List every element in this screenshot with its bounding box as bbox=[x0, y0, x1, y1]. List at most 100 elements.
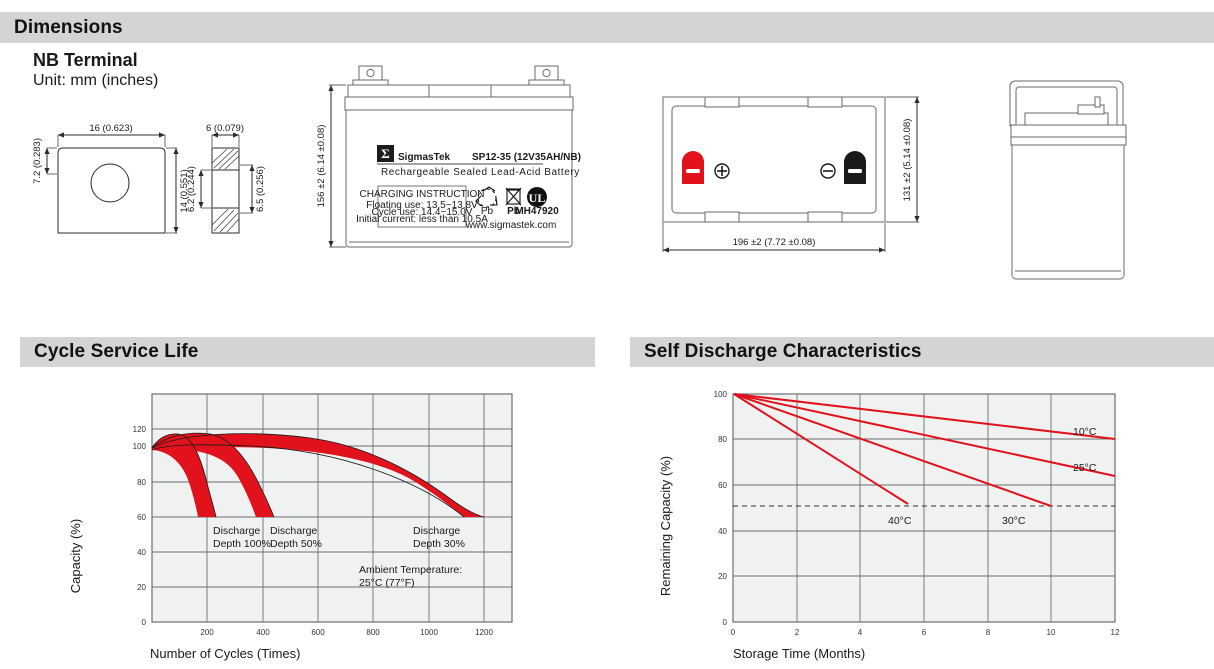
band-depth-100 bbox=[152, 433, 216, 517]
cycle-ambient-temp-line2: 25°C (77°F) bbox=[359, 577, 415, 589]
svg-text:40: 40 bbox=[137, 548, 146, 557]
unit-note: Unit: mm (inches) bbox=[33, 72, 159, 89]
self-discharge-chart: 10°C 25°C 30°C 40°C 100 80 60 40 20 0 0 2 4 6 8… bbox=[658, 390, 1120, 661]
svg-text:20: 20 bbox=[718, 572, 727, 581]
svg-text:0: 0 bbox=[142, 618, 147, 627]
self-label-10c: 10°C bbox=[1073, 426, 1097, 438]
terminal-side-outline bbox=[211, 147, 240, 234]
battery-label: Σ SigmasTek SP12-35 (12V35AH/NB) Recharg… bbox=[356, 145, 581, 231]
svg-text:Σ: Σ bbox=[381, 146, 390, 161]
svg-text:20: 20 bbox=[137, 583, 146, 592]
terminal-detail-drawing: 16 (0.623) 7.2 (0.283) 14 (0.551) 6 (0.0… bbox=[32, 123, 266, 234]
cycle-ambient-temp-line1: Ambient Temperature: bbox=[359, 564, 462, 576]
svg-text:120: 120 bbox=[133, 425, 147, 434]
wheelie-bin-label: Pb bbox=[507, 206, 520, 217]
cycle-x-axis-label: Number of Cycles (Times) bbox=[150, 646, 300, 661]
svg-text:80: 80 bbox=[718, 435, 727, 444]
section-title-dimensions: Dimensions bbox=[14, 16, 123, 38]
charging-instruction-title: CHARGING INSTRUCTION bbox=[360, 189, 485, 200]
side-case bbox=[1011, 144, 1125, 280]
section-title-self-discharge: Self Discharge Characteristics bbox=[644, 341, 922, 362]
svg-text:600: 600 bbox=[311, 628, 325, 637]
positive-polarity-icon bbox=[714, 163, 730, 179]
battery-front-elevation: Σ SigmasTek SP12-35 (12V35AH/NB) Recharg… bbox=[316, 65, 581, 248]
battery-top-cover bbox=[347, 84, 571, 98]
battery-website: www.sigmastek.com bbox=[465, 220, 557, 231]
self-discharge-curves bbox=[733, 393, 1116, 507]
negative-polarity-icon bbox=[820, 163, 836, 179]
battery-type-line: Rechargeable Sealed Lead-Acid Battery bbox=[381, 167, 580, 178]
svg-text:100: 100 bbox=[133, 442, 147, 451]
battery-collar bbox=[344, 96, 574, 111]
wheelie-bin-icon bbox=[505, 187, 522, 206]
terminal-offset-dim: 7.2 (0.283) bbox=[32, 138, 43, 184]
ul-file-number: MH47920 bbox=[515, 206, 559, 217]
svg-text:12: 12 bbox=[1111, 628, 1120, 637]
recycle-icon-label: Pb bbox=[481, 206, 494, 217]
nb-terminal-title: NB Terminal bbox=[33, 50, 138, 70]
terminal-front-outline bbox=[57, 147, 166, 234]
cycle-discharge-bands bbox=[152, 433, 484, 517]
side-collar bbox=[1010, 124, 1127, 146]
battery-case bbox=[345, 109, 573, 248]
charging-instruction-box bbox=[377, 185, 467, 228]
positive-terminal bbox=[682, 151, 704, 184]
svg-text:4: 4 bbox=[858, 628, 863, 637]
terminal-width-dim: 16 (0.623) bbox=[89, 123, 132, 134]
svg-text:6: 6 bbox=[922, 628, 927, 637]
self-y-ticks: 100 80 60 40 20 0 bbox=[714, 390, 728, 627]
terminal-thickness-dim: 6 (0.079) bbox=[206, 123, 244, 134]
battery-model: SP12-35 (12V35AH/NB) bbox=[472, 152, 581, 163]
section-header-cycle-service-life: Cycle Service Life bbox=[20, 337, 595, 367]
svg-text:200: 200 bbox=[200, 628, 214, 637]
section-title-cycle-service-life: Cycle Service Life bbox=[34, 341, 199, 362]
top-inner-face bbox=[671, 105, 877, 214]
self-label-30c: 30°C bbox=[1002, 515, 1026, 527]
battery-width-dim: 196 ±2 (7.72 ±0.08) bbox=[733, 237, 816, 248]
cycle-curve-outlines bbox=[151, 432, 485, 518]
cycle-annotation-100-line1: Discharge bbox=[213, 525, 260, 537]
self-x-axis-label: Storage Time (Months) bbox=[733, 646, 865, 661]
svg-text:60: 60 bbox=[718, 481, 727, 490]
svg-text:8: 8 bbox=[986, 628, 991, 637]
terminal-inner-dim: 6.2 (0.244) bbox=[186, 166, 197, 212]
svg-text:400: 400 bbox=[256, 628, 270, 637]
section-header-self-discharge: Self Discharge Characteristics bbox=[630, 337, 1214, 367]
battery-height-dim: 156 ±2 (6.14 ±0.08) bbox=[316, 125, 327, 208]
svg-text:40: 40 bbox=[718, 527, 727, 536]
charging-line-cycle: Cycle use: 14.4~15.0V bbox=[372, 207, 473, 218]
cycle-annotation-30-line1: Discharge bbox=[413, 525, 460, 537]
svg-text:UL: UL bbox=[529, 191, 546, 205]
self-y-axis-label: Remaining Capacity (%) bbox=[658, 456, 673, 596]
cycle-x-ticks: 200 400 600 800 1000 1200 bbox=[200, 628, 493, 637]
charging-line-floating: Floating use: 13.5~13.8V bbox=[366, 200, 478, 211]
ul-icon: UL bbox=[527, 187, 547, 207]
cycle-annotation-30-line2: Depth 30% bbox=[413, 538, 465, 550]
curve-10c bbox=[733, 393, 1116, 440]
svg-text:80: 80 bbox=[137, 478, 146, 487]
svg-text:1000: 1000 bbox=[420, 628, 438, 637]
svg-text:0: 0 bbox=[731, 628, 736, 637]
curve-40c bbox=[733, 393, 909, 505]
terminal-hole bbox=[90, 163, 130, 203]
svg-text:0: 0 bbox=[723, 618, 728, 627]
terminal-post-right bbox=[534, 65, 559, 81]
nb-terminal-heading: NB Terminal Unit: mm (inches) bbox=[33, 50, 158, 92]
cycle-y-ticks: 120 100 80 60 40 20 0 bbox=[133, 425, 147, 627]
cycle-annotation-50-line1: Discharge bbox=[270, 525, 317, 537]
self-gridlines bbox=[733, 394, 1115, 622]
terminal-outer-dim: 6.5 (0.256) bbox=[255, 166, 266, 212]
svg-text:800: 800 bbox=[366, 628, 380, 637]
recycle-icon bbox=[475, 186, 498, 208]
charging-line-initial: Initial current: less than 10.5A bbox=[356, 214, 488, 225]
battery-top-view: 131 ±2 (5.14 ±0.08) 196 ±2 (7.72 ±0.08) bbox=[662, 96, 920, 253]
svg-text:60: 60 bbox=[137, 513, 146, 522]
band-depth-50 bbox=[152, 433, 274, 517]
self-x-ticks: 0 2 4 6 8 10 12 bbox=[731, 628, 1120, 637]
curve-25c bbox=[733, 393, 1116, 477]
svg-text:100: 100 bbox=[714, 390, 728, 399]
svg-text:1200: 1200 bbox=[475, 628, 493, 637]
cycle-annotation-100-line2: Depth 100% bbox=[213, 538, 271, 550]
cycle-service-life-chart: Discharge Depth 100% Discharge Depth 50%… bbox=[68, 393, 513, 661]
curve-30c bbox=[733, 393, 1052, 507]
